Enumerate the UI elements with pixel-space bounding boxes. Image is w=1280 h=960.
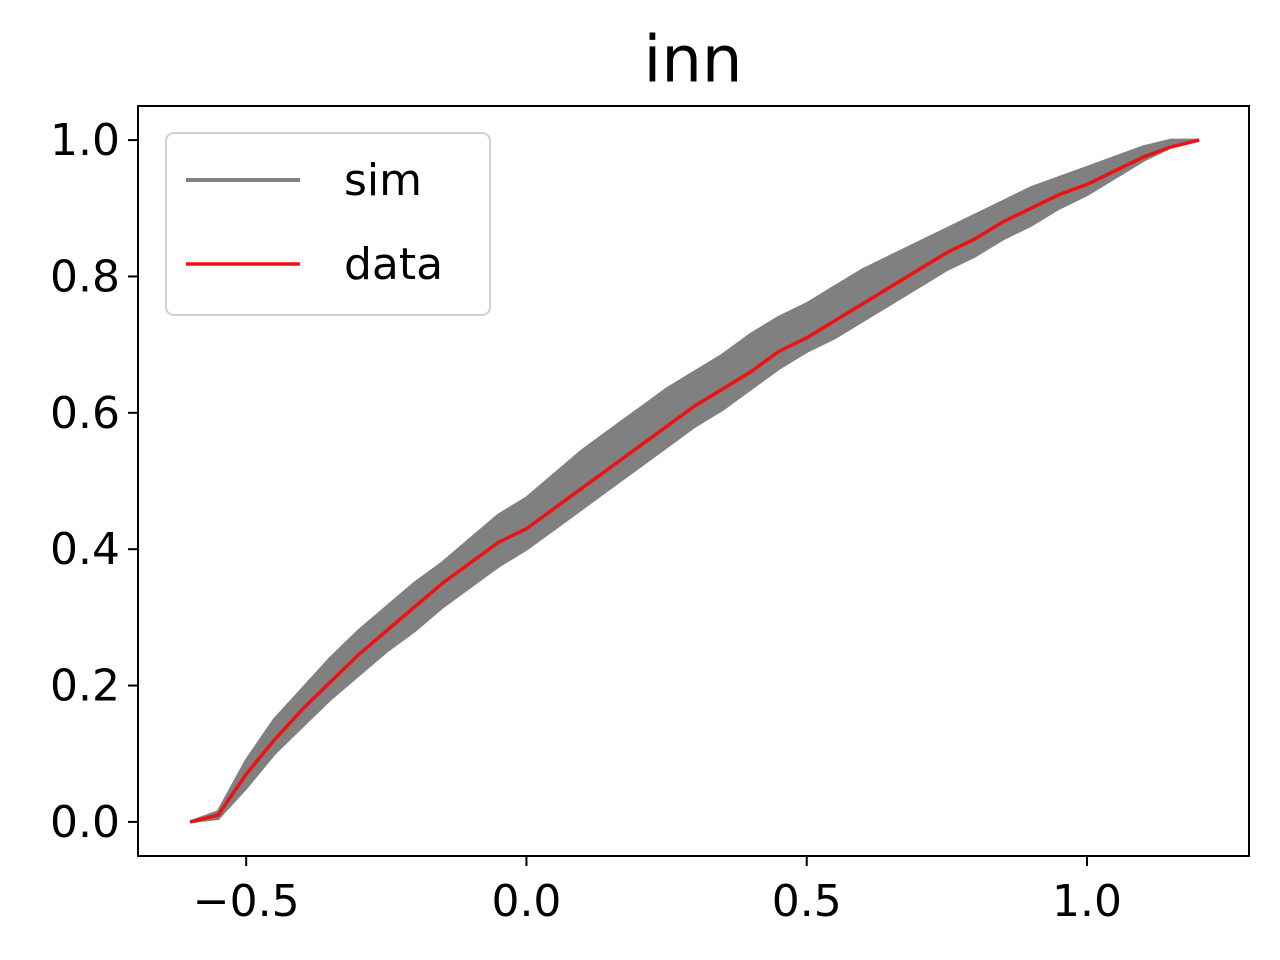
legend-label: sim [344, 155, 422, 206]
legend-label: data [344, 239, 443, 290]
y-tick-label: 0.6 [50, 388, 120, 439]
sim-edge [189, 138, 1200, 824]
y-tick-label: 1.0 [50, 115, 120, 166]
y-tick-label: 0.2 [50, 661, 120, 712]
data-line [189, 138, 1200, 824]
x-tick-label: −0.5 [193, 876, 300, 927]
plot-frame [137, 105, 1250, 857]
y-tick-label: 0.0 [50, 797, 120, 848]
x-tick-label: 0.0 [491, 876, 561, 927]
y-tick-label: 0.8 [50, 251, 120, 302]
sim-edge [189, 138, 1200, 824]
x-tick-label: 1.0 [1052, 876, 1122, 927]
chart-title: inn [644, 24, 743, 98]
y-tick-label: 0.4 [50, 524, 120, 575]
x-tick-label: 0.5 [772, 876, 842, 927]
